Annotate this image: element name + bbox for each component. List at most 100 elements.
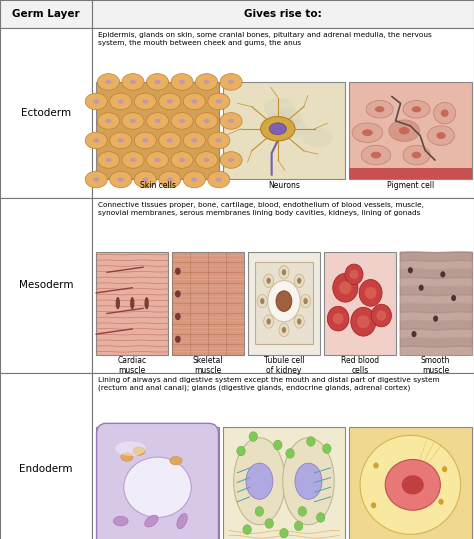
Ellipse shape — [269, 123, 286, 135]
Ellipse shape — [109, 132, 132, 149]
Ellipse shape — [146, 151, 169, 168]
Ellipse shape — [130, 297, 135, 309]
Ellipse shape — [385, 459, 440, 510]
Ellipse shape — [183, 132, 205, 149]
Ellipse shape — [301, 294, 310, 308]
Circle shape — [371, 502, 376, 508]
Ellipse shape — [436, 132, 446, 139]
Ellipse shape — [282, 327, 286, 333]
Ellipse shape — [179, 158, 185, 162]
Circle shape — [237, 446, 245, 456]
Ellipse shape — [333, 273, 358, 302]
Ellipse shape — [297, 319, 301, 324]
Ellipse shape — [208, 93, 230, 110]
Ellipse shape — [133, 447, 145, 455]
Bar — [92, 28, 474, 198]
Ellipse shape — [360, 436, 461, 534]
Ellipse shape — [228, 80, 234, 84]
Ellipse shape — [403, 100, 430, 118]
FancyBboxPatch shape — [97, 423, 219, 539]
Ellipse shape — [257, 294, 267, 308]
Ellipse shape — [408, 267, 413, 273]
Ellipse shape — [303, 128, 333, 147]
Ellipse shape — [122, 74, 144, 90]
Ellipse shape — [183, 171, 205, 188]
Ellipse shape — [167, 177, 173, 182]
Ellipse shape — [146, 113, 169, 129]
Ellipse shape — [155, 119, 161, 123]
Text: Skin cells: Skin cells — [139, 181, 175, 190]
Bar — [92, 0, 474, 28]
Ellipse shape — [183, 93, 205, 110]
Bar — [223, 427, 345, 539]
Ellipse shape — [175, 313, 181, 320]
Ellipse shape — [85, 93, 107, 110]
Bar — [0, 198, 92, 373]
Ellipse shape — [159, 171, 181, 188]
Ellipse shape — [303, 298, 308, 304]
Ellipse shape — [361, 146, 391, 165]
Text: Red blood
cells: Red blood cells — [341, 356, 379, 375]
Ellipse shape — [196, 74, 218, 90]
Ellipse shape — [411, 331, 417, 337]
Text: Skeletal
muscle: Skeletal muscle — [193, 356, 223, 375]
Circle shape — [294, 521, 303, 531]
Ellipse shape — [234, 438, 285, 524]
Ellipse shape — [105, 119, 111, 123]
Ellipse shape — [440, 271, 446, 278]
Ellipse shape — [122, 151, 144, 168]
Ellipse shape — [118, 139, 124, 143]
Ellipse shape — [264, 315, 273, 328]
Ellipse shape — [121, 453, 133, 461]
Ellipse shape — [93, 177, 99, 182]
Ellipse shape — [145, 297, 149, 309]
Circle shape — [323, 444, 331, 453]
Ellipse shape — [282, 269, 286, 275]
Ellipse shape — [260, 298, 264, 304]
Ellipse shape — [349, 270, 358, 279]
Ellipse shape — [171, 151, 193, 168]
Text: Tubule cell
of kidney: Tubule cell of kidney — [264, 356, 304, 375]
Text: Epidermis, glands on skin, some cranial bones, pituitary and adrenal medulla, th: Epidermis, glands on skin, some cranial … — [98, 32, 432, 46]
Ellipse shape — [116, 297, 120, 309]
Bar — [96, 427, 219, 539]
Ellipse shape — [175, 291, 181, 298]
Text: Mesoderm: Mesoderm — [19, 280, 73, 291]
Ellipse shape — [130, 80, 136, 84]
Ellipse shape — [351, 307, 376, 336]
Ellipse shape — [328, 306, 349, 331]
Bar — [0, 0, 92, 28]
Ellipse shape — [389, 120, 419, 141]
Circle shape — [307, 437, 315, 446]
Circle shape — [317, 513, 325, 522]
Bar — [349, 168, 472, 179]
Ellipse shape — [159, 93, 181, 110]
Ellipse shape — [203, 158, 210, 162]
Ellipse shape — [109, 93, 132, 110]
Ellipse shape — [228, 158, 234, 162]
Ellipse shape — [419, 285, 424, 291]
Circle shape — [374, 462, 379, 468]
Ellipse shape — [399, 127, 410, 134]
Bar — [349, 427, 472, 539]
Ellipse shape — [179, 119, 185, 123]
Ellipse shape — [451, 295, 456, 301]
Ellipse shape — [85, 132, 107, 149]
Bar — [255, 262, 313, 344]
Ellipse shape — [196, 151, 218, 168]
Ellipse shape — [191, 177, 197, 182]
Ellipse shape — [115, 441, 146, 456]
Circle shape — [298, 507, 307, 516]
Text: Gives rise to:: Gives rise to: — [244, 9, 322, 19]
Ellipse shape — [412, 151, 421, 158]
Ellipse shape — [279, 323, 289, 337]
Ellipse shape — [365, 287, 376, 299]
Ellipse shape — [371, 304, 392, 327]
Ellipse shape — [268, 280, 300, 322]
Bar — [248, 252, 320, 355]
Ellipse shape — [294, 315, 304, 328]
Ellipse shape — [159, 132, 181, 149]
Ellipse shape — [130, 158, 136, 162]
Ellipse shape — [264, 98, 295, 118]
Ellipse shape — [191, 139, 197, 143]
